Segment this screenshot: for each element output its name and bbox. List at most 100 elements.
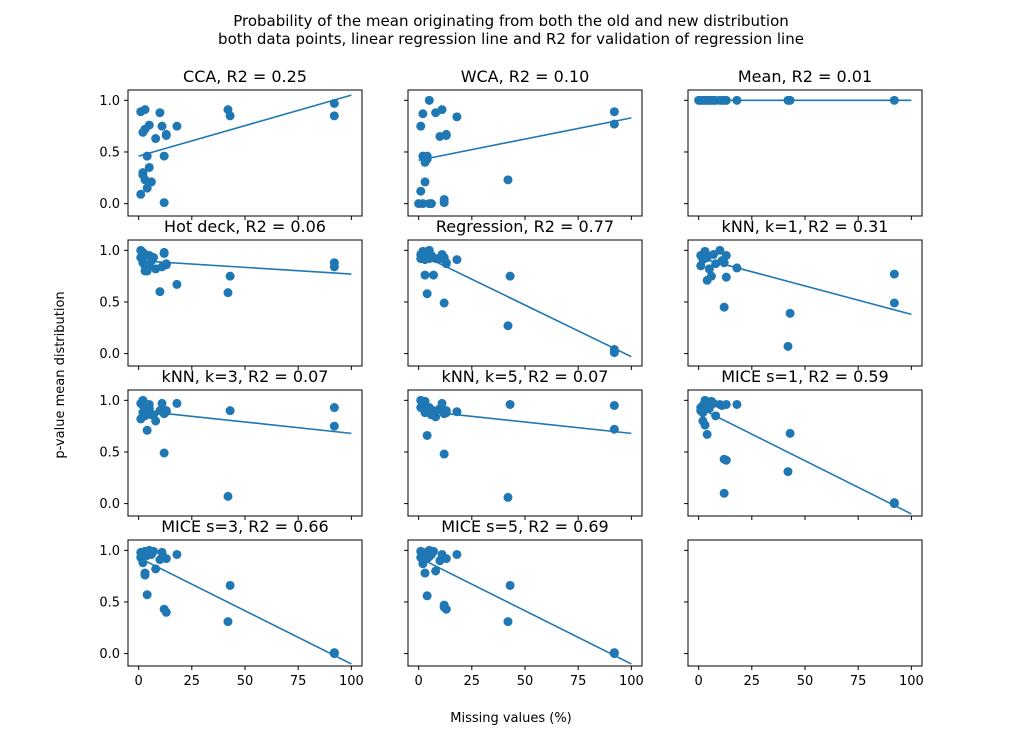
data-point [721, 272, 731, 282]
data-point [609, 648, 619, 658]
data-point [161, 607, 171, 617]
x-tick-label: 50 [797, 674, 814, 689]
data-point [732, 95, 742, 105]
y-tick-label: 1.0 [99, 244, 120, 259]
data-point [138, 558, 148, 568]
data-point [140, 411, 150, 421]
data-point [429, 406, 439, 416]
data-point [140, 105, 150, 115]
data-point [420, 177, 430, 187]
data-point [329, 421, 339, 431]
y-tick-label: 0.5 [99, 445, 120, 460]
data-point [721, 455, 731, 465]
subplot-2: WCA, R2 = 0.10 [404, 67, 643, 220]
data-point [144, 162, 154, 172]
data-point [452, 549, 462, 559]
x-tick-label: 0 [414, 674, 422, 689]
y-tick-label: 0.0 [99, 197, 120, 212]
x-axis-label: Missing values (%) [450, 711, 572, 726]
regression-line [418, 252, 632, 358]
data-point [420, 153, 430, 163]
data-point [329, 403, 339, 413]
data-point [136, 398, 146, 408]
y-tick-label: 0.5 [99, 595, 120, 610]
data-point [159, 198, 169, 208]
data-point [172, 549, 182, 559]
data-point [172, 121, 182, 131]
data-point [889, 498, 899, 508]
data-point [144, 120, 154, 130]
y-tick-label: 0.0 [99, 347, 120, 362]
data-point [223, 617, 233, 627]
subplot-4: Hot deck, R2 = 0.06 0.0 0.5 1.0 [99, 217, 363, 370]
data-point [149, 253, 159, 263]
data-point [437, 105, 447, 115]
data-point [142, 425, 152, 435]
regression-line [138, 556, 352, 665]
data-point [424, 95, 434, 105]
data-point [429, 270, 439, 280]
data-point [140, 570, 150, 580]
data-point [329, 648, 339, 658]
subplot-title: kNN, k=5, R2 = 0.07 [442, 367, 609, 386]
data-point [159, 151, 169, 161]
data-point [144, 261, 154, 271]
subplot-title: CCA, R2 = 0.25 [183, 67, 307, 86]
data-point [439, 298, 449, 308]
data-point [452, 112, 462, 122]
x-tick-label: 25 [184, 674, 201, 689]
data-point [609, 424, 619, 434]
data-point [696, 406, 706, 416]
data-point [505, 399, 515, 409]
regression-line [138, 259, 352, 275]
data-point [424, 199, 434, 209]
x-tick-label: 25 [464, 674, 481, 689]
regression-line [418, 556, 632, 665]
data-point [719, 488, 729, 498]
data-point [225, 271, 235, 281]
subplot-title: kNN, k=1, R2 = 0.31 [722, 217, 889, 236]
data-point [416, 186, 426, 196]
regression-line [418, 117, 632, 162]
data-point [709, 398, 719, 408]
data-point [161, 260, 171, 270]
data-point [418, 109, 428, 119]
subplot-5: Regression, R2 = 0.77 [404, 217, 643, 370]
data-point [157, 121, 167, 131]
data-point [420, 270, 430, 280]
subplot-title: MICE s=3, R2 = 0.66 [161, 517, 328, 536]
regression-line [138, 409, 352, 435]
regression-line [138, 94, 352, 157]
data-point [159, 247, 169, 257]
x-tick-label: 75 [570, 674, 587, 689]
data-point [161, 130, 171, 140]
data-point [172, 398, 182, 408]
data-point [609, 107, 619, 117]
data-point [329, 262, 339, 272]
x-tick-label: 100 [339, 674, 364, 689]
figure-title-line-2: both data points, linear regression line… [218, 30, 804, 48]
data-point [452, 255, 462, 265]
data-point [138, 170, 148, 180]
data-point [721, 250, 731, 260]
data-point [711, 411, 721, 421]
data-point [706, 271, 716, 281]
regression-line [698, 406, 912, 515]
data-point [505, 271, 515, 281]
data-point [441, 259, 451, 269]
data-point [223, 288, 233, 298]
data-point [420, 568, 430, 578]
data-point [785, 428, 795, 438]
data-point [161, 406, 171, 416]
x-tick-label: 25 [744, 674, 761, 689]
data-point [785, 308, 795, 318]
data-point [715, 245, 725, 255]
data-point [223, 491, 233, 501]
y-tick-label: 0.5 [99, 295, 120, 310]
data-point [889, 95, 899, 105]
data-point [441, 406, 451, 416]
subplot-11: MICE s=5, R2 = 0.69 0 25 50 75 100 [404, 517, 644, 689]
data-point [503, 321, 513, 331]
y-tick-label: 1.0 [99, 544, 120, 559]
